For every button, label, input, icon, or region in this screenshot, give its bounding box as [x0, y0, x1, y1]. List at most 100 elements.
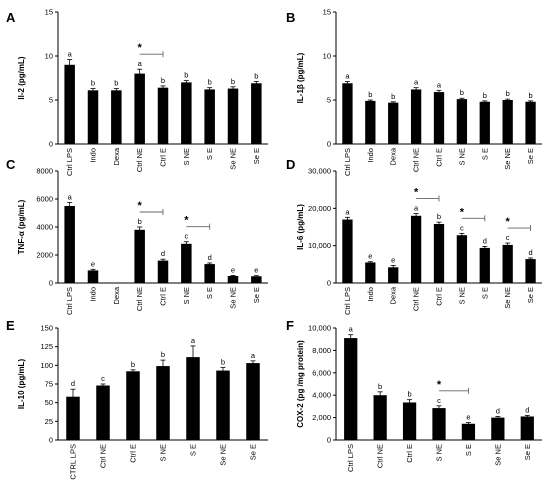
category-label: S NE — [182, 148, 191, 166]
y-tick-label: 30,000 — [308, 167, 331, 176]
bar — [525, 259, 536, 283]
category-label: Se NE — [503, 287, 512, 309]
bar — [204, 264, 215, 283]
chart-panel-c: C 0 2000 4000 6000 8000 TNF-α (pg/mL) a Ctrl LPS… — [6, 157, 268, 315]
category-label: Ctrl LPS — [346, 444, 355, 472]
significance-letter: a — [437, 80, 442, 89]
panel-letter: B — [286, 10, 295, 25]
significance-letter: e — [466, 413, 470, 422]
category-label: Se E — [526, 148, 535, 164]
y-tick-label: 0 — [49, 279, 53, 288]
panel-letter: C — [6, 157, 16, 172]
significance-letter: a — [345, 207, 350, 216]
y-tick-label: 0 — [49, 140, 53, 149]
category-label: S NE — [457, 148, 466, 166]
bar — [227, 88, 239, 144]
significance-letter: b — [231, 77, 235, 86]
category-label: Ctrl E — [159, 148, 168, 167]
significance-letter: a — [68, 193, 73, 202]
category-label: Dexa — [389, 286, 398, 304]
bar — [342, 219, 353, 283]
category-label: Dexa — [112, 286, 121, 304]
bar — [64, 206, 75, 283]
significance-letter: c — [460, 223, 464, 232]
significance-letter: d — [496, 406, 500, 415]
panel-letter: F — [286, 318, 294, 333]
bar — [186, 357, 200, 440]
bar — [410, 89, 422, 144]
significance-letter: c — [437, 396, 441, 405]
category-label: Ctrl E — [435, 287, 444, 306]
category-label: Ctrl NE — [376, 444, 385, 468]
category-label: Ctrl NE — [135, 287, 144, 311]
y-tick-label: 0 — [327, 140, 331, 149]
significance-letter: a — [68, 50, 73, 59]
significance-letter: b — [528, 91, 532, 100]
chart-panel-a: A 0 5 10 15 Il-2 (pg/mL) a Ctrl LPS b Indo b Dexa a C… — [6, 8, 268, 176]
significance-asterisk: * — [184, 215, 189, 227]
significance-letter: b — [437, 212, 441, 221]
category-label: Indo — [366, 148, 375, 163]
bar — [491, 417, 505, 440]
significance-letter: a — [414, 78, 419, 87]
bar — [342, 83, 353, 144]
y-tick-label: 25 — [45, 417, 53, 426]
significance-letter: d — [161, 249, 165, 258]
significance-letter: c — [184, 232, 188, 241]
bar — [66, 396, 80, 440]
category-label: Ctrl LPS — [65, 148, 74, 176]
significance-letter: d — [208, 253, 212, 262]
category-label: Se NE — [229, 148, 238, 170]
category-label: Ctrl E — [405, 444, 414, 463]
significance-letter: b — [184, 71, 188, 80]
significance-letter: e — [254, 266, 258, 275]
y-axis-title: COX-2 (pg /mg protein) — [296, 340, 305, 428]
chart-panel-d: D 0 10,000 20,000 30,000 IL-6 (pg/mL) a Ctrl LP… — [286, 157, 542, 315]
bar — [111, 90, 122, 144]
bar — [388, 102, 399, 144]
category-label: Ctrl NE — [412, 148, 421, 172]
bar — [502, 244, 513, 283]
significance-letter: a — [251, 351, 256, 360]
bar — [134, 229, 145, 283]
significance-letter: e — [231, 265, 235, 274]
significance-asterisk: * — [138, 42, 143, 54]
bar — [157, 260, 169, 283]
category-label: Ctrl LPS — [343, 148, 352, 176]
bar — [365, 262, 376, 283]
category-label: Ctrl E — [159, 287, 168, 306]
bar — [525, 101, 536, 144]
panel-letter: A — [6, 10, 16, 25]
y-tick-label: 0 — [49, 436, 53, 445]
chart-panel-b: B 0 5 10 15 IL-1β (pg/mL) a Ctrl LPS b Indo b Dexa a… — [286, 8, 542, 176]
significance-letter: b — [131, 360, 135, 369]
y-tick-label: 0 — [327, 279, 331, 288]
significance-letter: b — [208, 78, 212, 87]
y-tick-label: 15 — [45, 8, 53, 17]
significance-letter: c — [506, 233, 510, 242]
bar — [181, 82, 192, 144]
y-axis-title: IL-1β (pg/mL) — [296, 52, 305, 103]
bar — [433, 224, 445, 283]
y-tick-label: 0 — [327, 436, 331, 445]
category-label: S E — [464, 444, 473, 456]
significance-letter: b — [460, 88, 464, 97]
significance-letter: b — [161, 76, 165, 85]
y-tick-label: 8000 — [36, 167, 53, 176]
bar — [96, 385, 110, 440]
significance-letter: a — [349, 325, 354, 334]
y-tick-label: 10 — [45, 52, 53, 61]
significance-asterisk: * — [138, 200, 143, 212]
category-label: Se NE — [229, 287, 238, 309]
significance-letter: b — [221, 358, 225, 367]
bar — [402, 402, 417, 440]
y-tick-label: 100 — [40, 361, 53, 370]
category-label: S E — [205, 148, 214, 160]
y-tick-label: 5 — [49, 96, 53, 105]
bar — [216, 370, 230, 440]
significance-letter: a — [414, 204, 419, 213]
y-axis-title: Il-2 (pg/mL) — [17, 56, 26, 99]
significance-asterisk: * — [414, 187, 419, 199]
bar — [204, 89, 215, 144]
